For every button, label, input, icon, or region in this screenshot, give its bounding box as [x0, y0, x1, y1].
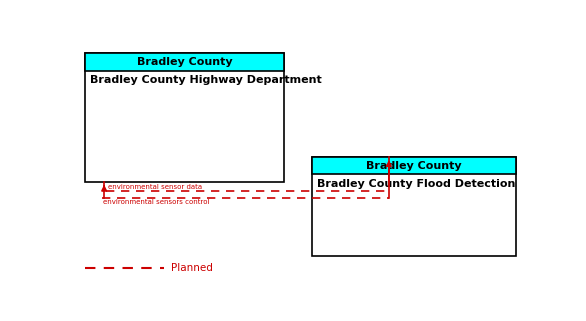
- Bar: [84, 53, 284, 71]
- Text: Bradley County Highway Department: Bradley County Highway Department: [90, 75, 322, 85]
- Text: Bradley County: Bradley County: [366, 161, 462, 171]
- Bar: [84, 53, 284, 182]
- Text: environmental sensors control: environmental sensors control: [103, 199, 209, 205]
- Text: Bradley County: Bradley County: [137, 57, 232, 67]
- Text: Bradley County Flood Detection: Bradley County Flood Detection: [317, 179, 516, 189]
- Text: Planned: Planned: [171, 264, 213, 273]
- Bar: [312, 157, 516, 256]
- Text: environmental sensor data: environmental sensor data: [108, 184, 202, 190]
- Bar: [312, 157, 516, 175]
